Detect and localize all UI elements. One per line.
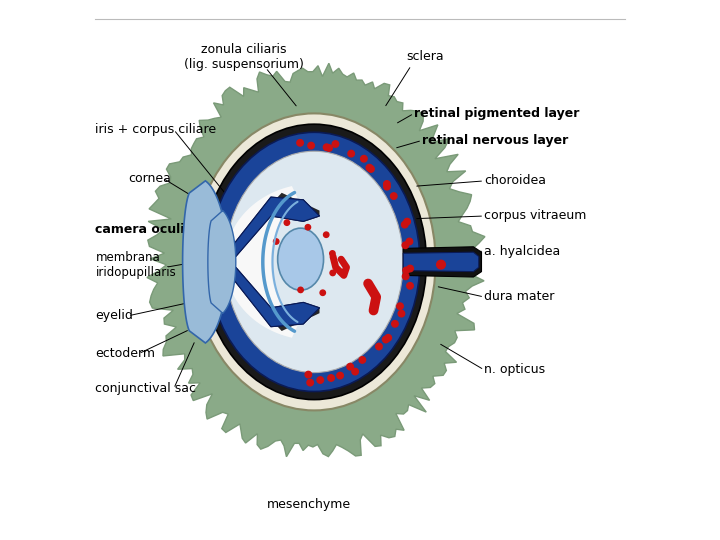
Ellipse shape [225,151,403,373]
Text: retinal pigmented layer: retinal pigmented layer [414,107,580,120]
Text: choroidea: choroidea [484,174,546,187]
Circle shape [298,287,303,293]
Circle shape [390,193,397,199]
Ellipse shape [208,132,420,392]
Polygon shape [403,247,482,277]
Circle shape [359,357,366,363]
Text: n. opticus: n. opticus [484,363,545,376]
Circle shape [436,260,445,269]
Text: zonula ciliaris
(lig. suspensorium): zonula ciliaris (lig. suspensorium) [184,43,304,71]
Polygon shape [230,267,320,331]
Circle shape [407,282,413,289]
Text: mesenchyme: mesenchyme [266,498,351,511]
Circle shape [403,267,410,274]
Circle shape [305,372,312,378]
Circle shape [352,368,359,375]
Ellipse shape [278,228,323,291]
Circle shape [323,144,330,151]
Polygon shape [230,197,320,256]
Circle shape [337,373,343,379]
Text: corpus vitraeum: corpus vitraeum [484,210,587,222]
Text: cornea: cornea [128,172,171,185]
Circle shape [307,380,313,386]
Circle shape [361,156,367,162]
Circle shape [397,303,403,309]
Text: retinal nervous layer: retinal nervous layer [422,134,568,147]
Polygon shape [225,186,300,338]
Circle shape [308,143,315,149]
Polygon shape [230,267,320,327]
Circle shape [404,218,410,225]
Text: iris + corpus ciliare: iris + corpus ciliare [95,123,217,136]
Circle shape [366,164,373,171]
Circle shape [328,375,334,381]
Text: sclera: sclera [406,50,444,63]
Ellipse shape [202,124,426,400]
Circle shape [332,141,338,147]
Circle shape [320,290,325,295]
Circle shape [323,232,329,238]
Text: conjunctival sac: conjunctival sac [95,382,197,395]
Circle shape [385,335,392,341]
Circle shape [284,220,289,225]
Text: eyelid: eyelid [95,309,133,322]
Circle shape [348,150,354,157]
Circle shape [382,336,389,343]
Circle shape [398,310,405,317]
Circle shape [330,251,335,256]
Circle shape [407,265,413,272]
Circle shape [297,140,303,146]
Circle shape [402,273,409,280]
Circle shape [384,184,390,190]
Polygon shape [230,193,320,256]
Circle shape [402,242,409,248]
Text: dura mater: dura mater [484,291,554,303]
Circle shape [402,221,408,228]
Polygon shape [230,197,320,256]
Polygon shape [403,252,479,272]
Circle shape [317,377,323,383]
Circle shape [347,363,354,370]
Circle shape [330,270,336,275]
Text: a. hyalcidea: a. hyalcidea [484,245,560,258]
Circle shape [274,239,279,244]
Polygon shape [208,211,235,313]
Circle shape [305,225,310,230]
Ellipse shape [193,113,436,410]
Polygon shape [183,181,228,343]
Circle shape [368,166,374,172]
Polygon shape [230,267,320,327]
Circle shape [392,321,398,327]
Circle shape [376,343,382,350]
Polygon shape [147,63,485,457]
Circle shape [325,145,332,151]
Text: ectoderm: ectoderm [95,347,156,360]
Text: membrana
iridopupillaris: membrana iridopupillaris [95,251,176,279]
Text: camera oculi ant.: camera oculi ant. [95,223,217,236]
Circle shape [384,181,390,187]
Circle shape [406,238,413,245]
